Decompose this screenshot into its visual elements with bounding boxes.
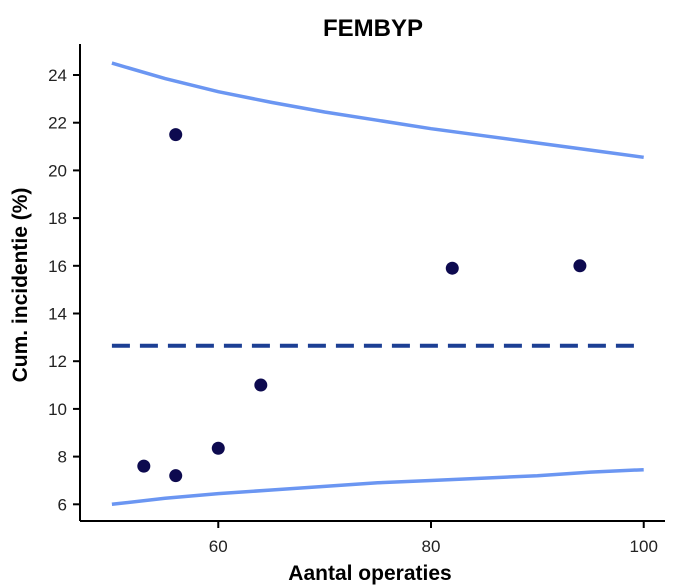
x-tick-label: 60	[209, 537, 228, 556]
chart-title: FEMBYP	[323, 15, 423, 42]
data-points	[137, 128, 587, 483]
y-tick-label: 24	[48, 66, 67, 85]
data-point	[445, 261, 459, 275]
upper-control-limit	[111, 61, 644, 160]
data-point	[211, 441, 225, 455]
x-tick-label: 100	[630, 537, 658, 556]
y-tick-label: 20	[48, 161, 67, 180]
x-tick-label: 80	[422, 537, 441, 556]
y-tick-label: 6	[58, 495, 67, 514]
control-limits	[111, 61, 644, 507]
x-axis-label: Aantal operaties	[288, 562, 451, 585]
y-axis-label: Cum. incidentie (%)	[9, 188, 32, 383]
data-point	[254, 378, 268, 392]
y-tick-label: 16	[48, 257, 67, 276]
y-tick-label: 14	[48, 305, 67, 324]
data-point	[169, 469, 183, 483]
data-point	[573, 259, 587, 273]
y-tick-label: 22	[48, 114, 67, 133]
x-axis-ticks: 60 80 100	[209, 521, 658, 556]
y-tick-label: 18	[48, 209, 67, 228]
data-point	[169, 128, 183, 142]
y-axis-ticks: 6 8 10 12 14 16 18 20 22 24	[48, 66, 80, 514]
y-tick-label: 10	[48, 400, 67, 419]
lower-control-limit	[111, 467, 644, 507]
y-tick-label: 12	[48, 352, 67, 371]
y-tick-label: 8	[58, 448, 67, 467]
data-point	[137, 459, 151, 473]
